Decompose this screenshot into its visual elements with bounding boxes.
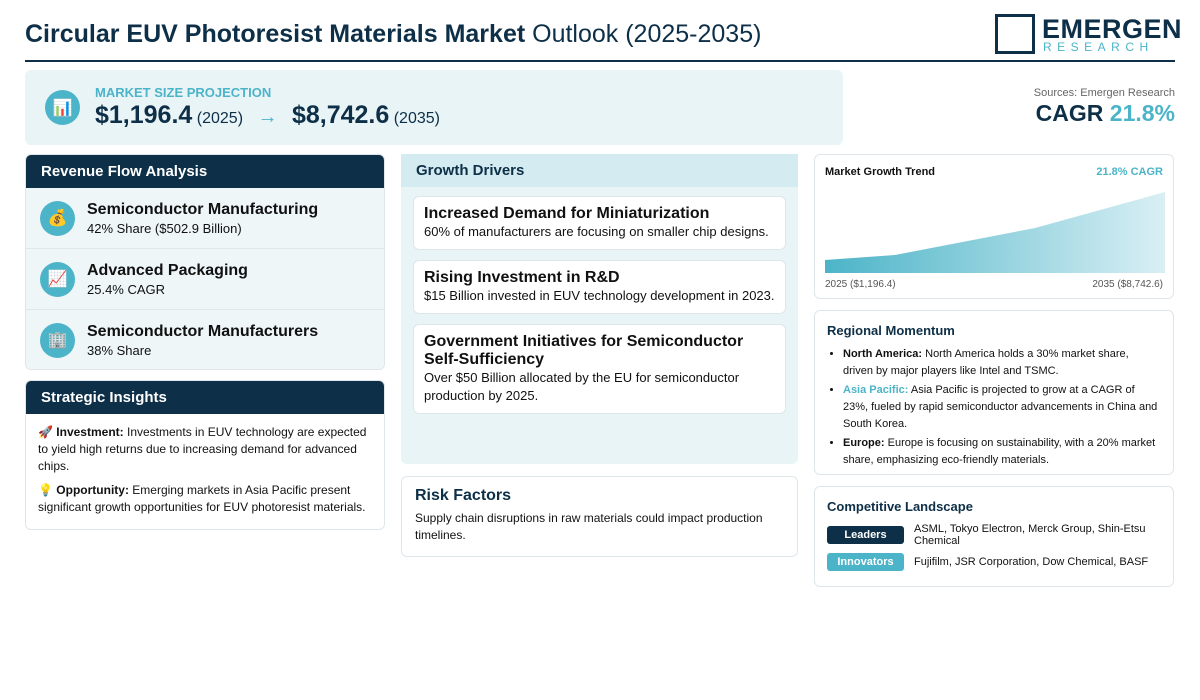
panel-title: Strategic Insights [26, 381, 384, 414]
competitor-tag: Leaders [827, 526, 904, 544]
revenue-item: 📈 Advanced Packaging 25.4% CAGR [26, 249, 384, 310]
region-name: Europe: [843, 437, 885, 449]
driver-title: Government Initiatives for Semiconductor… [424, 333, 744, 368]
insights-panel: Strategic Insights 🚀 Investment: Investm… [25, 380, 385, 530]
regional-panel: Regional Momentum North America: North A… [814, 310, 1174, 475]
insight-text: Investments in EUV technology are expect… [38, 425, 367, 473]
item-detail: 42% Share ($502.9 Billion) [87, 220, 242, 236]
competitor-row: Leaders ASML, Tokyo Electron, Merck Group… [827, 523, 1161, 547]
arrow: → [257, 106, 278, 128]
driver-card: Rising Investment in R&D $15 Billion inve… [413, 260, 786, 314]
region-item: Europe: Europe is focusing on sustainabi… [843, 435, 1161, 469]
driver-text: Over $50 Billion allocated by the EU for… [424, 370, 740, 403]
logo-mark [995, 14, 1035, 54]
revenue-item: 💰 Semiconductor Manufacturing 42% Share ($… [26, 188, 384, 249]
sources: Sources: Emergen Research [1033, 87, 1175, 99]
competitor-text: ASML, Tokyo Electron, Merck Group, Shin-… [914, 523, 1146, 547]
competitive-title: Competitive Landscape [827, 499, 973, 514]
competitor-text: Fujifilm, JSR Corporation, Dow Chemical,… [914, 556, 1149, 568]
item-name: Semiconductor Manufacturing [87, 200, 319, 218]
region-name: North America: [843, 348, 923, 360]
insight-icon: 💡 [38, 483, 53, 497]
region-item: North America: North America holds a 30%… [843, 346, 1161, 380]
driver-text: $15 Billion invested in EUV technology d… [424, 288, 775, 303]
logo-main: EMERGEN [1042, 14, 1183, 44]
panel-title: Growth Drivers [401, 154, 798, 187]
competitor-row: Innovators Fujifilm, JSR Corporation, Dow… [827, 553, 1161, 571]
area [825, 192, 1165, 273]
summary-box: 📊 MARKET SIZE PROJECTION $1,196.4 (2025)… [25, 70, 843, 145]
trend-start: 2025 ($1,196.4) [825, 279, 896, 290]
trend-title: Market Growth Trend [825, 166, 936, 178]
item-text: Advanced Packaging 25.4% CAGR [87, 262, 248, 297]
trend-cagr: 21.8% CAGR [1096, 166, 1163, 178]
driver-card: Increased Demand for Miniaturization 60% … [413, 196, 786, 250]
panel-title: Revenue Flow Analysis [26, 155, 384, 188]
regional-title: Regional Momentum [827, 323, 955, 338]
insight: 💡 Opportunity: Emerging markets in Asia … [38, 482, 372, 516]
cagr-value: 21.8% [1109, 100, 1175, 126]
item-detail: 38% Share [87, 342, 152, 358]
region-text: North America holds a 30% market share, … [843, 348, 1129, 377]
item-icon: 📈 [40, 261, 75, 297]
competitive-panel: Competitive Landscape Leaders ASML, Tokyo… [814, 486, 1174, 587]
summary-icon: 📊 [45, 90, 80, 125]
item-icon: 💰 [40, 200, 75, 236]
end-year: (2035) [393, 110, 440, 127]
region-item: Asia Pacific: Asia Pacific is projected … [843, 382, 1161, 433]
item-text: Semiconductor Manufacturers 38% Share [87, 323, 318, 358]
drivers-panel: Growth Drivers Increased Demand for Mini… [401, 154, 798, 464]
title-bold: Circular EUV Photoresist Materials Marke… [25, 20, 526, 48]
driver-title: Rising Investment in R&D [424, 269, 620, 286]
risk-text: Supply chain disruptions in raw material… [415, 511, 763, 542]
insight: 🚀 Investment: Investments in EUV technol… [38, 424, 372, 475]
start-value: $1,196.4 [95, 101, 193, 129]
region-text: Asia Pacific is projected to grow at a C… [843, 384, 1158, 430]
trend-end: 2035 ($8,742.6) [1092, 279, 1163, 290]
insight-text: Emerging markets in Asia Pacific present… [38, 483, 366, 514]
insight-label: Opportunity: [56, 483, 129, 497]
trend-area [825, 192, 1165, 273]
logo-sub: RESEARCH [1043, 40, 1154, 54]
region-name: Asia Pacific: [843, 384, 909, 396]
item-text: Semiconductor Manufacturing 42% Share ($5… [87, 201, 318, 236]
title-rest: Outlook (2025-2035) [532, 20, 762, 48]
item-icon: 🏢 [40, 322, 75, 358]
region-text: Europe is focusing on sustainability, wi… [843, 437, 1156, 466]
driver-card: Government Initiatives for Semiconductor… [413, 324, 786, 414]
summary-values: $1,196.4 (2025) → $8,742.6 (2035) [95, 101, 440, 130]
item-name: Advanced Packaging [87, 261, 248, 279]
item-detail: 25.4% CAGR [87, 281, 166, 297]
cagr: CAGR 21.8% [1036, 100, 1175, 127]
start-year: (2025) [196, 110, 244, 127]
risk-panel: Risk Factors Supply chain disruptions in… [401, 476, 798, 557]
revenue-panel: Revenue Flow Analysis 💰 Semiconductor Man… [25, 154, 385, 370]
divider [25, 60, 1175, 62]
revenue-item: 🏢 Semiconductor Manufacturers 38% Share [26, 310, 384, 369]
summary-label: MARKET SIZE PROJECTION [95, 85, 272, 100]
driver-text: 60% of manufacturers are focusing on sma… [424, 224, 769, 239]
competitor-tag: Innovators [827, 553, 904, 571]
item-name: Semiconductor Manufacturers [87, 322, 319, 340]
cagr-label: CAGR [1035, 100, 1104, 126]
insight-label: Investment: [56, 425, 124, 439]
end-value: $8,742.6 [291, 101, 390, 129]
trend-panel: Market Growth Trend 21.8% CAGR 2025 ($1,… [814, 154, 1174, 299]
title: Circular EUV Photoresist Materials Marke… [25, 20, 761, 49]
insight-icon: 🚀 [38, 425, 53, 439]
risk-title: Risk Factors [415, 487, 512, 504]
driver-title: Increased Demand for Miniaturization [424, 205, 710, 222]
